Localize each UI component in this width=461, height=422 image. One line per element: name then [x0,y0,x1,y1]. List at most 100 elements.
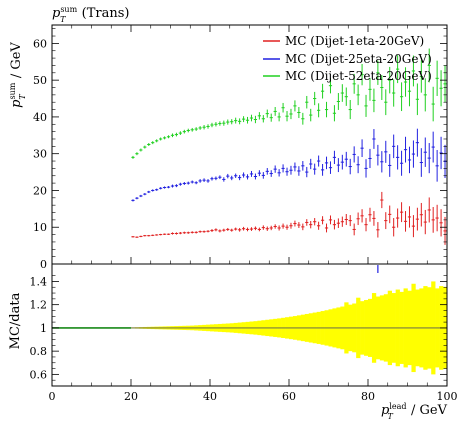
data-point [392,79,396,107]
data-point [384,140,388,163]
data-point [356,156,360,174]
data-point [194,231,198,234]
data-point [399,82,404,112]
data-point [411,215,416,238]
data-point [419,148,423,177]
data-point [431,207,435,233]
data-point [324,101,329,118]
data-point [317,103,321,118]
x-axis-label: plead T / GeV [381,402,448,421]
data-point [301,112,305,125]
data-point [155,234,159,236]
data-point [411,140,416,168]
data-point [431,86,435,122]
data-point [281,164,285,173]
data-point [162,136,167,140]
data-point [392,218,396,237]
data-point [218,121,222,126]
data-point [328,161,333,174]
data-point [336,218,340,228]
data-point [348,215,352,227]
data-point [178,232,182,235]
ratio-y-tick-label: 0.6 [30,368,48,381]
data-point [305,95,309,109]
data-point [257,112,261,120]
data-point [407,146,412,174]
data-point [301,161,305,171]
data-point [313,163,317,175]
ratio-y-tick-label: 1.2 [30,299,48,312]
data-point [210,229,214,233]
data-point [360,139,364,158]
data-point [206,179,210,183]
data-point [135,152,139,156]
data-point [356,212,360,226]
data-point [230,119,234,125]
data-point [309,108,313,122]
data-point [411,55,416,87]
data-point [384,89,388,116]
data-point [226,173,230,179]
data-point [269,113,273,122]
x-tick-label: 80 [361,390,375,403]
data-point [313,218,317,226]
data-point [376,60,380,85]
ratio-y-tick-label: 1 [40,322,47,335]
data-point [190,127,194,132]
data-point [265,109,269,118]
data-point [281,102,285,113]
legend-label-25eta: MC (Dijet-25eta-20GeV) [285,52,432,66]
data-point [317,221,321,230]
axes: 0 10 20 30 40 50 60 0.6 0.8 1 1.2 1.4 0 20 40 60 80 100 [30,24,458,403]
data-point [336,93,340,110]
data-point [143,193,147,196]
data-point [344,151,348,167]
data-point [151,189,155,192]
x-tick-label: 60 [282,390,296,403]
data-point [143,234,147,237]
data-point [396,145,400,170]
data-point [202,230,206,233]
data-point [388,154,392,177]
data-point [415,207,419,231]
data-point [261,115,265,123]
data-point [139,235,143,238]
data-point [198,179,202,183]
legend-label-52eta: MC (Dijet-52eta-20GeV) [285,69,432,83]
data-point [131,199,135,202]
data-point [344,87,348,106]
data-point [439,136,443,170]
data-point [166,233,171,235]
data-point [159,233,163,236]
data-point [269,225,273,231]
data-point [396,55,400,84]
data-point [435,204,439,232]
data-point [384,212,388,230]
data-point [407,76,412,107]
data-point [364,218,368,232]
data-point [344,213,348,226]
data-point [166,186,171,189]
data-point [155,139,159,143]
data-point [427,197,431,223]
data-point [423,209,427,235]
data-point [135,236,139,238]
data-point [210,122,214,128]
data-point [206,124,210,129]
data-point [198,230,202,233]
data-point [131,236,135,238]
data-point [277,169,281,177]
data-point [348,158,352,175]
data-point [289,165,293,175]
data-point [206,230,210,233]
data-point [143,145,147,149]
data-point [230,228,234,232]
ratio-y-tick-label: 1.4 [30,275,48,288]
data-point [301,223,305,231]
data-point [147,143,151,146]
data-point [174,184,179,188]
data-point [265,226,269,231]
data-point [396,208,400,228]
data-point [352,146,356,163]
